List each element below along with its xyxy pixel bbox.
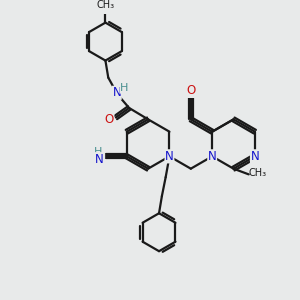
Text: CH₃: CH₃ bbox=[96, 0, 115, 10]
Text: O: O bbox=[186, 84, 195, 98]
Text: N: N bbox=[208, 150, 217, 163]
Text: H: H bbox=[120, 83, 129, 93]
Text: CH₃: CH₃ bbox=[248, 168, 266, 178]
Text: H: H bbox=[94, 147, 103, 157]
Text: N: N bbox=[165, 150, 174, 163]
Text: O: O bbox=[105, 113, 114, 126]
Text: N: N bbox=[95, 153, 103, 166]
Text: N: N bbox=[250, 150, 259, 163]
Text: N: N bbox=[112, 86, 121, 99]
